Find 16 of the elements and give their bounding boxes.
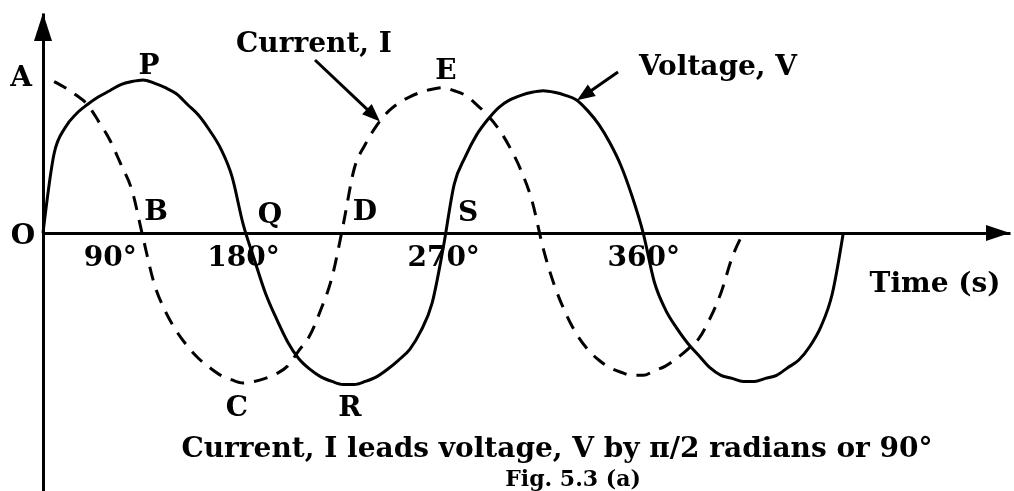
annotation: Q [257, 197, 283, 230]
x-tick-label: 90° [83, 239, 137, 273]
annotation: S [457, 195, 479, 228]
annotation: E [435, 53, 457, 86]
legend-label: Voltage, V [637, 49, 799, 82]
text: A [9, 60, 34, 93]
text: Current, I leads voltage, V by π/2 radians or 90° [181, 431, 933, 464]
series-label: Current, I [236, 26, 392, 59]
annotation: B [144, 194, 168, 227]
text: C [225, 390, 249, 423]
x-axis-title: Time (s) [869, 265, 1001, 299]
annotation: P [138, 48, 160, 81]
text: R [338, 390, 363, 423]
text: O [10, 218, 36, 251]
caption: Fig. 5.3 (a) [505, 465, 641, 491]
annotation: D [352, 194, 378, 227]
